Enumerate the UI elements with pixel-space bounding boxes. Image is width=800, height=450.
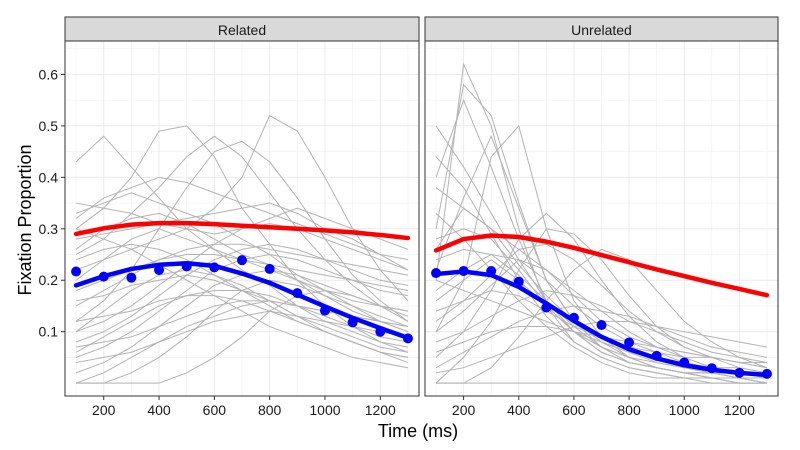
subject-line: [75, 243, 409, 343]
data-point: [154, 264, 165, 275]
subject-line: [75, 228, 409, 369]
data-point: [209, 262, 220, 273]
x-tick-label: 200: [92, 402, 116, 418]
data-point: [651, 350, 662, 361]
strip-header: [64, 16, 420, 42]
x-tick-label: 200: [452, 402, 476, 418]
subject-line: [436, 248, 768, 384]
data-point: [319, 305, 330, 316]
data-point: [596, 320, 607, 330]
data-point: [761, 368, 772, 379]
data-point: [126, 272, 137, 283]
y-tick-label: 0.5: [39, 118, 59, 134]
y-axis-ticks: 0.1 0.2 0.3 0.4 0.5 0.6: [39, 66, 65, 340]
y-axis-title: Fixation Proportion: [15, 144, 35, 295]
y-tick-label: 0.4: [39, 169, 59, 185]
blue-data-points: [431, 265, 772, 379]
y-tick-label: 0.3: [39, 221, 59, 237]
x-tick-label: 400: [507, 402, 531, 418]
y-tick-label: 0.2: [39, 272, 59, 288]
subject-lines: [435, 62, 768, 384]
subject-line: [76, 290, 409, 384]
x-tick-label: 1000: [669, 402, 700, 418]
x-tick-label: 800: [617, 402, 641, 418]
data-point: [568, 312, 579, 323]
subject-line: [435, 305, 768, 369]
subject-line: [75, 176, 409, 261]
subject-line: [75, 212, 409, 333]
x-tick-label: 1200: [724, 402, 755, 418]
data-point: [458, 265, 469, 276]
data-point: [98, 271, 109, 282]
x-tick-label: 400: [147, 402, 171, 418]
strip-label: Related: [218, 22, 266, 38]
red-fit-curve: [433, 233, 770, 298]
x-tick-label: 600: [203, 402, 227, 418]
data-point: [181, 261, 192, 272]
data-point: [513, 276, 524, 287]
x-tick-label: 600: [562, 402, 586, 418]
data-point: [71, 266, 82, 277]
y-tick-label: 0.6: [39, 66, 59, 82]
data-point: [292, 288, 303, 299]
x-axis-ticks: 200 400 600 800 1000 1200: [92, 396, 396, 418]
strip-label: Unrelated: [571, 22, 632, 38]
blue-data-points: [71, 255, 413, 344]
data-point: [237, 255, 247, 266]
subject-line: [75, 269, 409, 353]
subject-line: [75, 135, 409, 348]
data-point: [541, 302, 552, 313]
red-fit-curve: [73, 220, 411, 241]
data-point: [431, 268, 442, 279]
data-point: [624, 337, 635, 348]
data-point: [402, 333, 413, 344]
subject-line: [75, 223, 409, 333]
x-axis-title: Time (ms): [378, 421, 458, 441]
subject-line: [75, 192, 409, 333]
strip-header: [424, 16, 779, 42]
x-axis-ticks: 200 400 600 800 1000 1200: [452, 396, 755, 418]
y-tick-label: 0.1: [39, 324, 59, 340]
subject-line: [435, 290, 768, 364]
data-point: [375, 326, 386, 337]
subject-line: [75, 202, 409, 271]
data-point: [734, 367, 745, 378]
x-tick-label: 800: [258, 402, 282, 418]
data-point: [264, 263, 275, 274]
x-tick-label: 1200: [365, 402, 396, 418]
panel-unrelated: Unrelated 200 400 600 800 1000 1200: [424, 16, 779, 418]
data-point: [347, 317, 358, 328]
data-point: [679, 357, 690, 368]
x-tick-label: 1000: [309, 402, 340, 418]
data-point: [486, 265, 497, 276]
data-point: [706, 363, 717, 374]
